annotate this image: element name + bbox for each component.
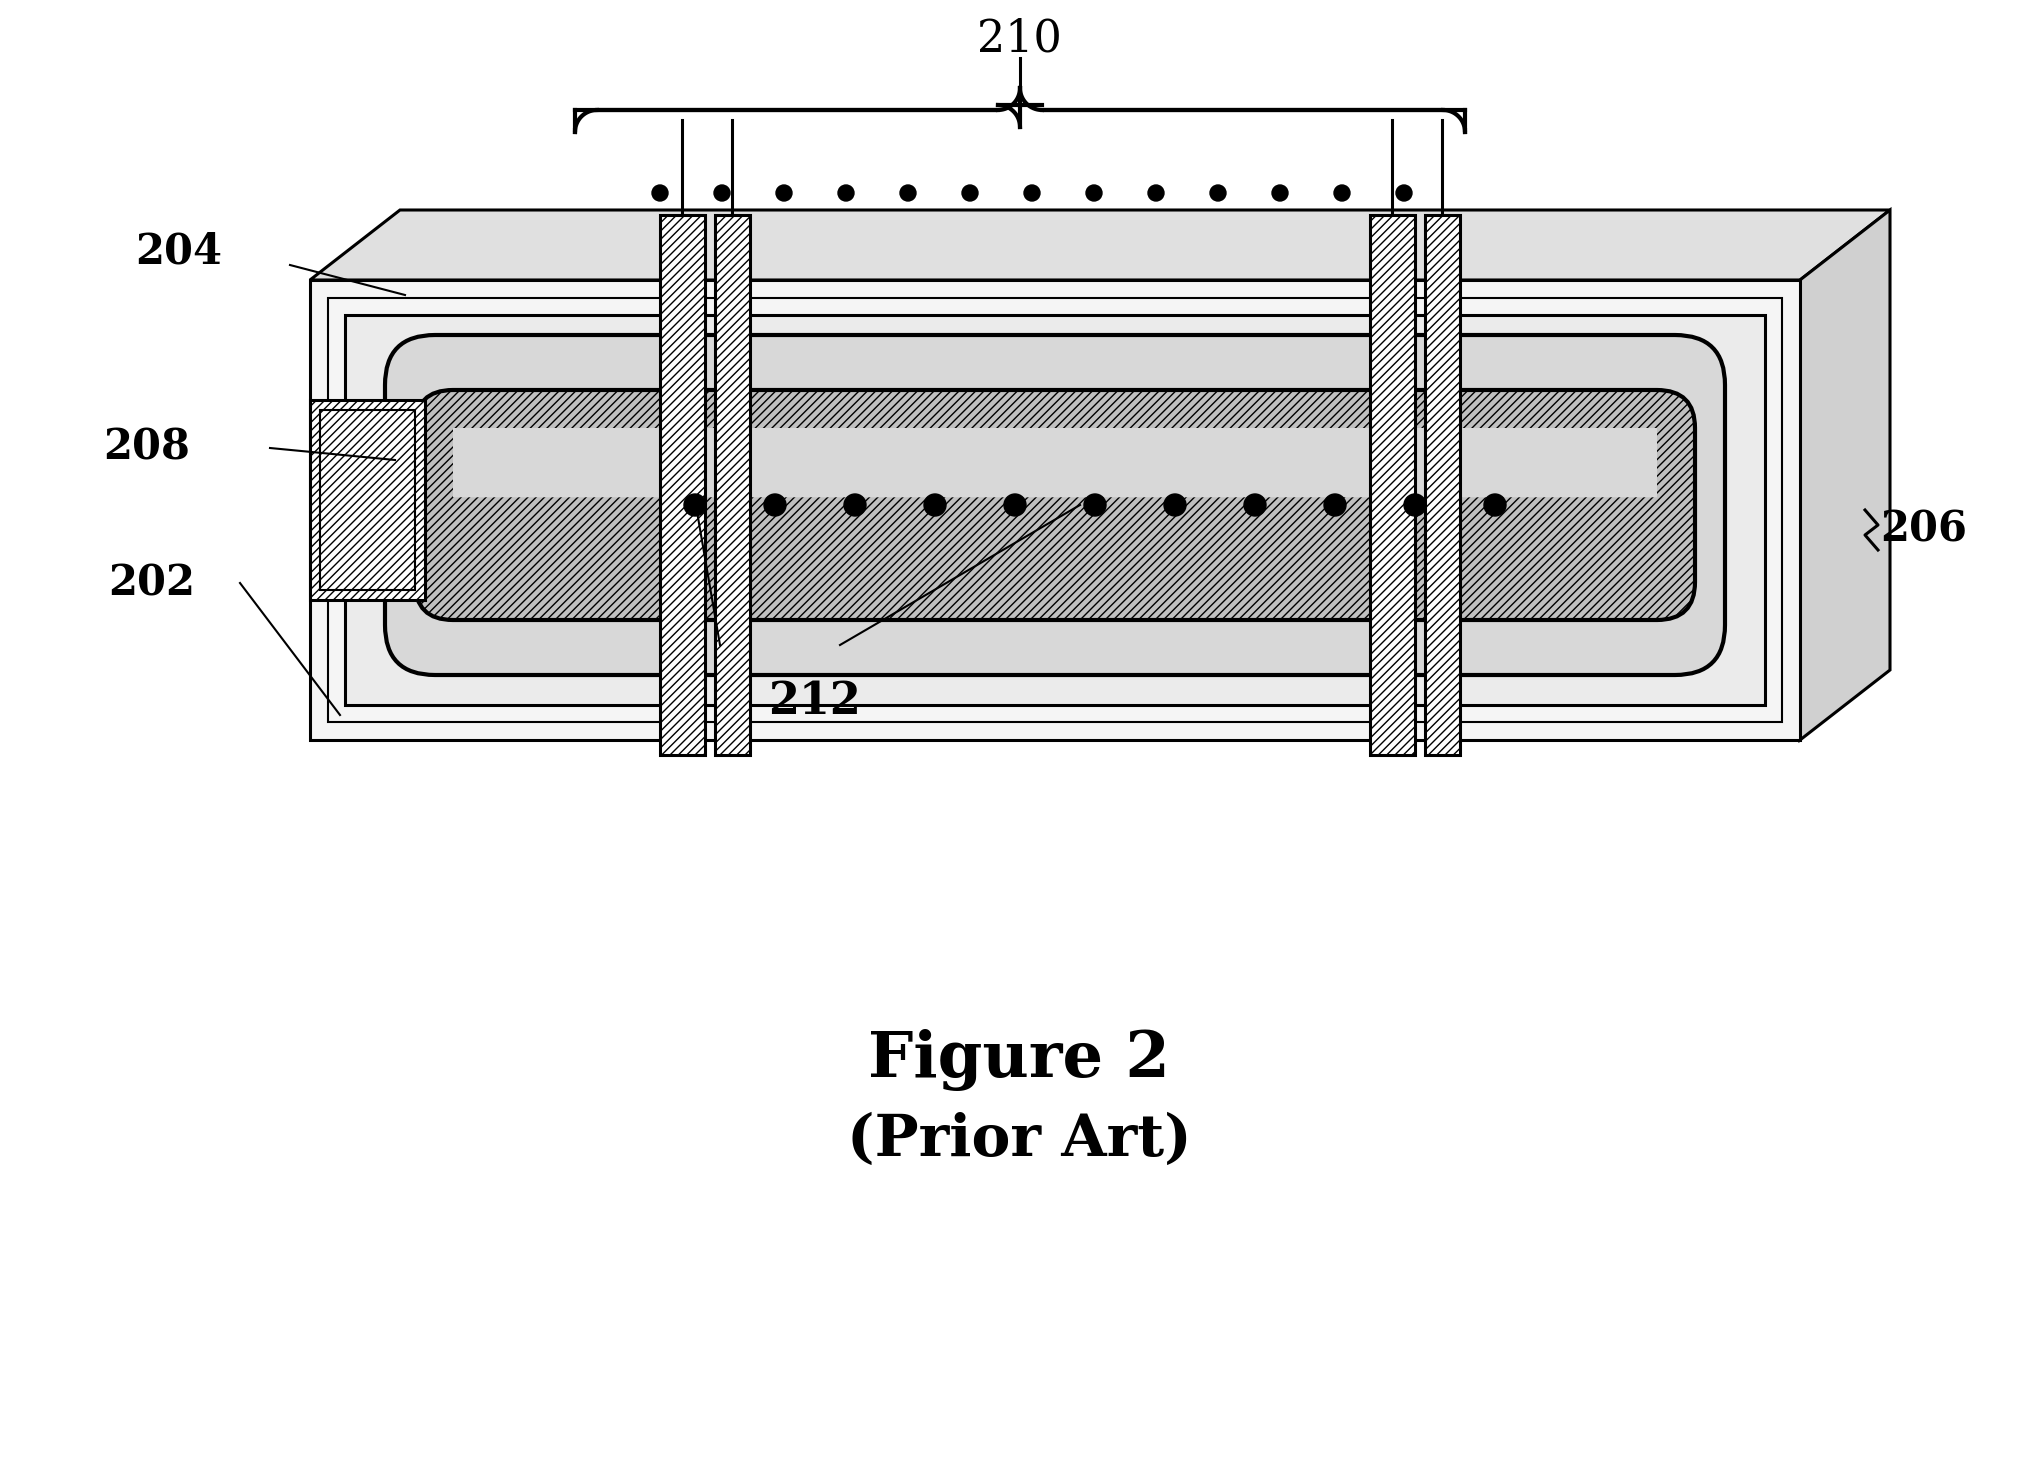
Text: 204: 204 bbox=[135, 231, 222, 273]
Circle shape bbox=[1005, 494, 1025, 516]
Text: 202: 202 bbox=[108, 562, 196, 603]
Circle shape bbox=[1325, 494, 1345, 516]
Circle shape bbox=[1211, 186, 1227, 202]
Circle shape bbox=[1396, 186, 1412, 202]
Text: 208: 208 bbox=[104, 427, 190, 469]
Circle shape bbox=[962, 186, 978, 202]
Bar bbox=[660, 215, 705, 755]
Bar bbox=[310, 400, 426, 600]
Circle shape bbox=[1147, 186, 1164, 202]
Bar bbox=[715, 215, 750, 755]
Circle shape bbox=[713, 186, 730, 202]
Circle shape bbox=[776, 186, 793, 202]
FancyBboxPatch shape bbox=[452, 428, 1657, 497]
Polygon shape bbox=[1800, 210, 1889, 741]
Circle shape bbox=[1023, 186, 1039, 202]
Bar bbox=[1425, 215, 1459, 755]
Circle shape bbox=[844, 494, 866, 516]
Text: Figure 2: Figure 2 bbox=[868, 1029, 1170, 1091]
Circle shape bbox=[764, 494, 787, 516]
Text: (Prior Art): (Prior Art) bbox=[846, 1112, 1192, 1167]
Circle shape bbox=[1084, 494, 1107, 516]
Circle shape bbox=[1335, 186, 1349, 202]
Circle shape bbox=[901, 186, 915, 202]
Circle shape bbox=[685, 494, 705, 516]
Circle shape bbox=[652, 186, 668, 202]
Circle shape bbox=[1484, 494, 1506, 516]
Text: 206: 206 bbox=[1879, 508, 1967, 551]
Circle shape bbox=[1272, 186, 1288, 202]
Text: 210: 210 bbox=[976, 18, 1062, 60]
Circle shape bbox=[923, 494, 946, 516]
Bar bbox=[310, 281, 1800, 741]
Bar bbox=[344, 316, 1765, 706]
Circle shape bbox=[1086, 186, 1103, 202]
FancyBboxPatch shape bbox=[385, 335, 1724, 675]
Circle shape bbox=[1404, 494, 1427, 516]
Bar bbox=[320, 411, 416, 590]
Circle shape bbox=[1164, 494, 1186, 516]
Polygon shape bbox=[310, 210, 1889, 281]
Bar bbox=[1370, 215, 1414, 755]
Text: 212: 212 bbox=[768, 679, 862, 723]
Circle shape bbox=[1243, 494, 1266, 516]
Bar bbox=[328, 298, 1781, 722]
Circle shape bbox=[838, 186, 854, 202]
FancyBboxPatch shape bbox=[416, 390, 1696, 619]
